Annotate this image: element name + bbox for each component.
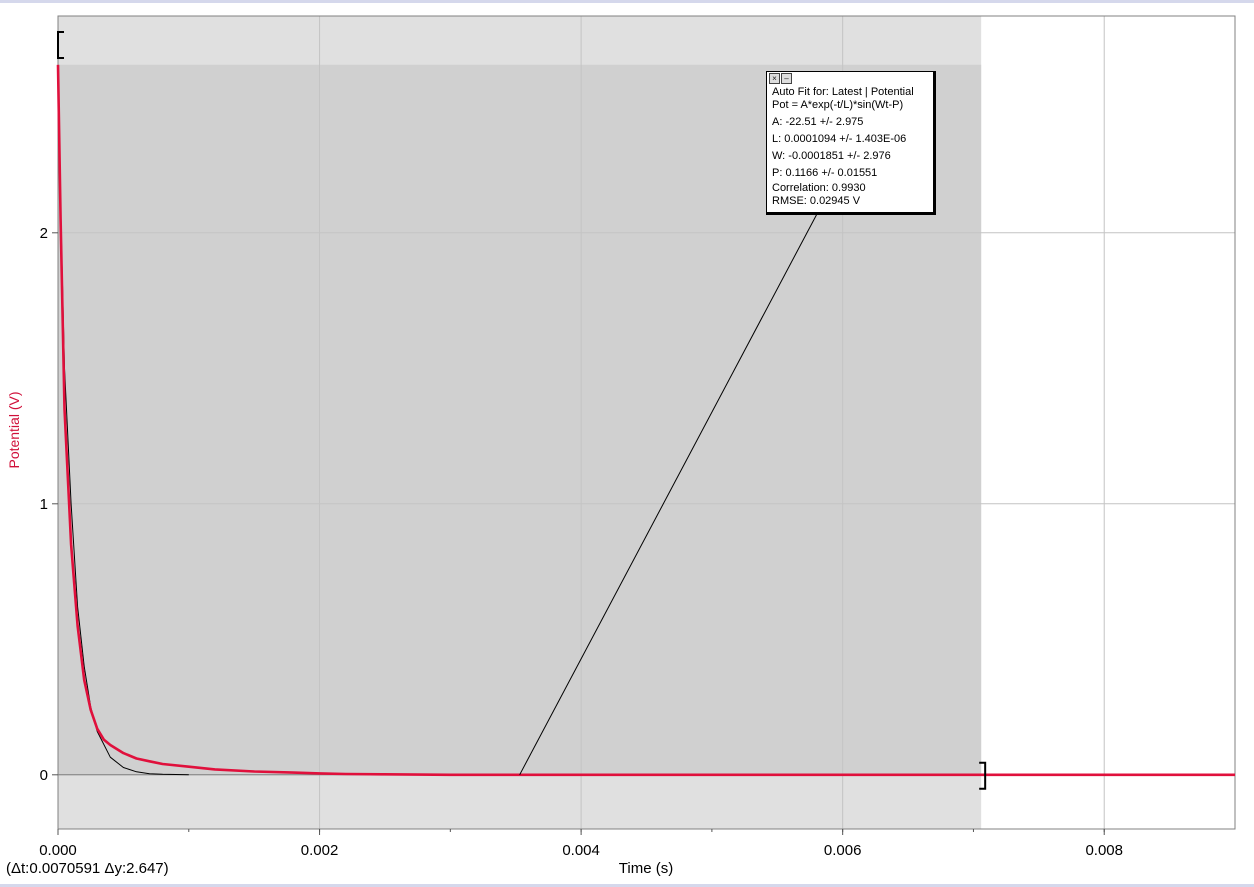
fit-rmse: RMSE: 0.02945 V [772, 195, 861, 207]
x-tick-label: 0.006 [824, 842, 862, 859]
selection-end-bracket [979, 761, 987, 790]
minimize-icon[interactable]: – [781, 73, 792, 84]
potential-data-line [56, 64, 1235, 777]
fit-param-p: P: 0.1166 +/- 0.01551 [772, 167, 878, 179]
x-axis-label: Time (s) [618, 860, 674, 877]
selection-start-bracket [57, 31, 64, 59]
plot-frame [57, 15, 1236, 830]
x-tick-label: 0.000 [39, 842, 77, 859]
x-tick-label: 0.008 [1085, 842, 1123, 859]
x-tick-label: 0.002 [301, 842, 339, 859]
fit-param-w: W: -0.0001851 +/- 2.976 [772, 150, 891, 162]
auto-fit-annotation[interactable]: × – Auto Fit for: Latest | Potential Pot … [766, 71, 936, 215]
window-frame-top [0, 0, 1254, 3]
window-frame-bottom [0, 884, 1254, 887]
fit-title: Auto Fit for: Latest | Potential [772, 86, 914, 98]
close-icon[interactable]: × [769, 73, 780, 84]
y-tick-label: 2 [40, 225, 48, 242]
annotation-leader-line [519, 211, 819, 776]
fit-param-a: A: -22.51 +/- 2.975 [772, 116, 864, 128]
fit-param-l: L: 0.0001094 +/- 1.403E-06 [772, 133, 907, 145]
delta-readout: (Δt:0.0070591 Δy:2.647) [6, 860, 169, 877]
fit-equation: Pot = A*exp(-t/L)*sin(Wt-P) [772, 99, 904, 111]
x-tick-label: 0.004 [562, 842, 600, 859]
fit-correlation: Correlation: 0.9930 [772, 182, 866, 194]
y-axis-label: Potential (V) [6, 391, 22, 469]
y-tick-label: 1 [40, 496, 48, 513]
y-tick-label: 0 [40, 767, 48, 784]
